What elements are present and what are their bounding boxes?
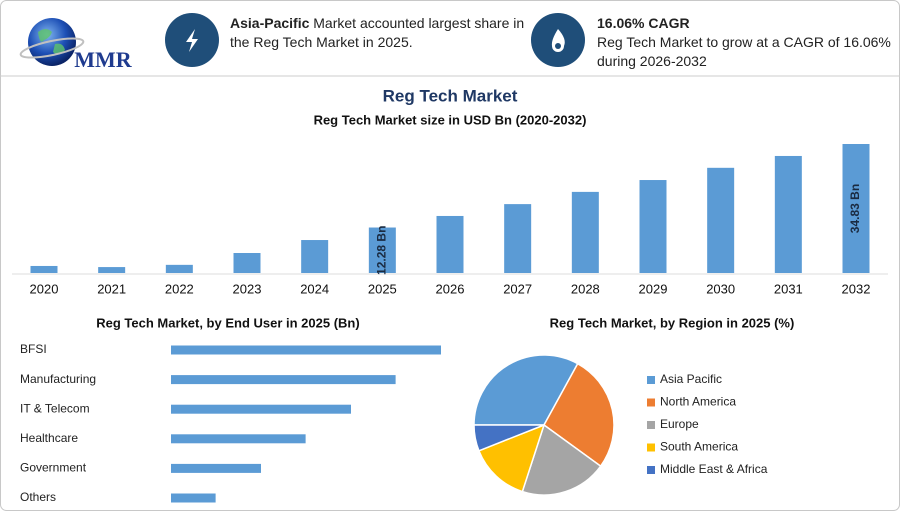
legend-label: Europe — [660, 417, 699, 431]
y-tick-label: BFSI — [20, 342, 47, 356]
info-highlight: 16.06% CAGR — [597, 15, 690, 31]
x-tick-label: 2030 — [706, 281, 735, 296]
x-tick-label: 2026 — [436, 281, 465, 296]
cagr-icon — [531, 13, 585, 67]
x-tick-label: 2027 — [503, 281, 532, 296]
legend-swatch — [647, 376, 655, 384]
pie-slice — [521, 423, 602, 496]
bar — [571, 191, 599, 273]
y-tick-label: Manufacturing — [20, 372, 96, 386]
bar — [436, 215, 464, 273]
bar — [301, 240, 329, 273]
bar — [368, 227, 396, 273]
bar — [171, 404, 351, 414]
legend-label: Asia Pacific — [660, 372, 722, 386]
bar — [171, 345, 441, 355]
y-tick-label: Others — [20, 490, 56, 504]
x-tick-label: 2020 — [30, 281, 59, 296]
x-tick-label: 2028 — [571, 281, 600, 296]
bar — [774, 155, 802, 273]
data-label: 12.28 Bn — [375, 226, 389, 275]
pie-slice — [473, 424, 545, 452]
x-tick-label: 2032 — [842, 281, 871, 296]
bar — [98, 267, 126, 273]
bar — [504, 204, 532, 273]
x-tick-label: 2024 — [300, 281, 329, 296]
legend-swatch — [647, 398, 655, 407]
logo: MMR — [19, 18, 133, 72]
x-tick-label: 2023 — [233, 281, 262, 296]
x-tick-label: 2021 — [97, 281, 126, 296]
chart-title: Reg Tech Market size in USD Bn (2020-203… — [314, 112, 587, 127]
logo-text: MMR — [74, 47, 133, 72]
bar — [707, 167, 735, 273]
info-highlight: Asia-Pacific — [230, 15, 310, 31]
bar — [171, 434, 306, 444]
bar — [842, 144, 870, 273]
info-icon — [165, 13, 219, 67]
info-body: Market accounted largest share in the Re… — [230, 15, 525, 50]
data-label: 34.83 Bn — [848, 184, 862, 233]
chart-title: Reg Tech Market, by End User in 2025 (Bn… — [96, 315, 359, 330]
info-body: Reg Tech Market to grow at a CAGR of 16.… — [597, 34, 891, 69]
legend-label: North America — [660, 395, 736, 409]
x-tick-label: 2022 — [165, 281, 194, 296]
x-tick-label: 2029 — [639, 281, 668, 296]
legend-swatch — [647, 466, 655, 474]
legend-label: Middle East & Africa — [660, 462, 768, 476]
y-tick-label: IT & Telecom — [20, 401, 90, 415]
x-tick-label: 2031 — [774, 281, 803, 296]
chart-title: Reg Tech Market, by Region in 2025 (%) — [550, 315, 795, 330]
x-tick-label: 2025 — [368, 281, 397, 296]
info-text: 16.06% CAGR Reg Tech Market to grow at a … — [597, 14, 892, 71]
pie-slice — [477, 423, 546, 493]
legend-swatch — [647, 443, 655, 452]
pie-slice — [473, 354, 579, 426]
bar — [171, 463, 261, 473]
bar — [639, 180, 667, 273]
info-text: Asia-Pacific Market accounted largest sh… — [230, 14, 530, 52]
legend-swatch — [647, 421, 655, 429]
legend-label: South America — [660, 440, 738, 454]
bar — [171, 493, 216, 503]
main-title: Reg Tech Market — [383, 86, 518, 105]
bar — [30, 265, 58, 273]
bar — [171, 375, 396, 385]
bar — [233, 253, 261, 273]
y-tick-label: Government — [20, 461, 87, 475]
pie-slice — [543, 362, 615, 468]
y-tick-label: Healthcare — [20, 431, 78, 445]
bar — [165, 264, 193, 273]
